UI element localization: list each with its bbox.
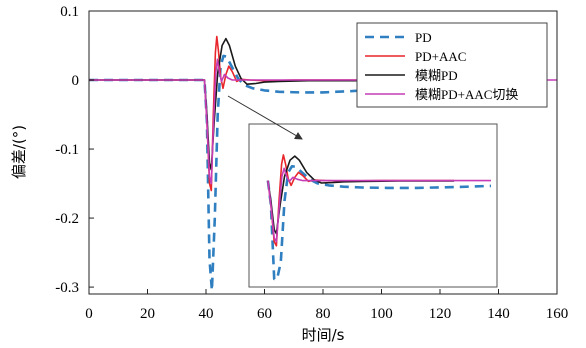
y-tick-label: -0.2 [55,211,79,227]
x-tick-label: 80 [316,306,331,322]
x-tick-label: 160 [546,306,569,322]
zoom-inset-frame [248,123,498,288]
x-tick-label: 60 [257,306,272,322]
x-tick-label: 100 [370,306,393,322]
x-tick-label: 0 [85,306,93,322]
x-tick-label: 40 [199,306,214,322]
y-tick-label: -0.3 [55,280,79,296]
series-line-2 [89,37,499,171]
x-tick-label: 20 [140,306,155,322]
zoom-pointer-arrow [227,95,303,140]
legend-label-0: PD [415,30,432,45]
inset-group [227,95,498,288]
y-axis-title: 偏差/(°) [10,125,28,179]
x-axis-title: 时间/s [302,326,345,344]
legend-label-1: PD+AAC [415,49,466,64]
y-tick-label: 0.1 [60,4,79,20]
legend-label-3: 模糊PD+AAC切换 [415,87,518,102]
ticks-group: 0 20 40 60 80 100 120 140 160 0.1 0 -0.1 -0.2 -0.3 [55,4,568,322]
x-tick-label: 140 [487,306,510,322]
legend: PD PD+AAC 模糊PD 模糊PD+AAC切换 [356,22,548,108]
inset-series-line-3 [267,167,491,243]
inset-series-line-2 [267,155,455,235]
x-tick-label: 120 [429,306,452,322]
inset-series-line-0 [266,165,492,281]
y-tick-label: 0 [72,73,80,89]
legend-label-2: 模糊PD [415,68,458,83]
y-tick-label: -0.1 [55,142,79,158]
